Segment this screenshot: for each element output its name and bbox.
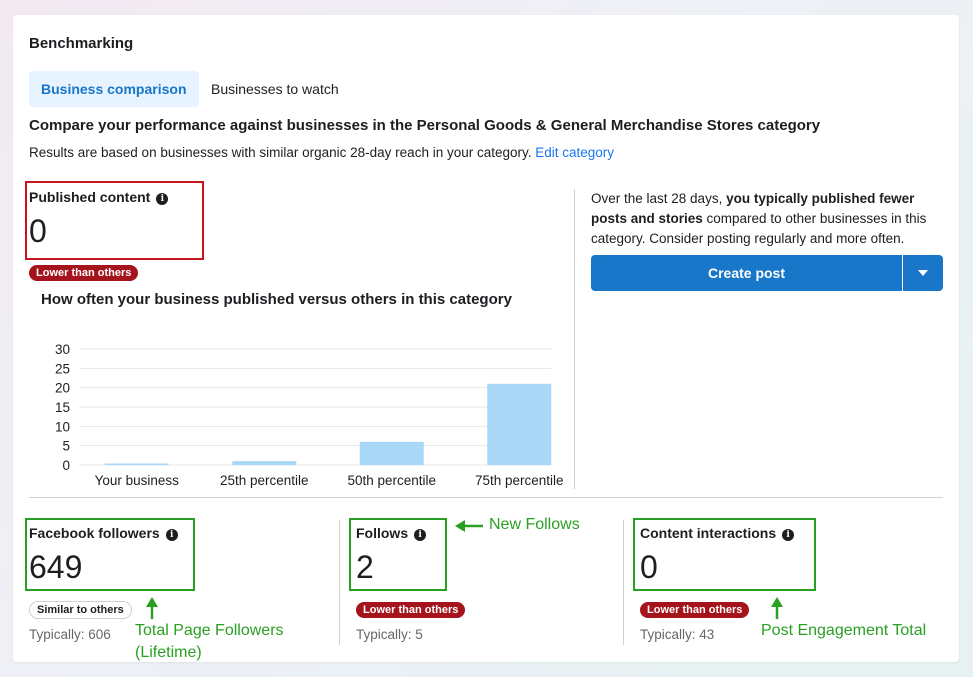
y-tick-label: 30 [55,342,70,357]
annotation-total-page-followers-line1: Total Page Followers [135,622,284,639]
annotation-new-follows: New Follows [489,516,580,533]
facebook-followers-metric: Facebook followers i 649 [29,525,178,586]
facebook-followers-label: Facebook followers i [29,525,178,541]
facebook-followers-badge-wrap: Similar to others [29,600,132,619]
annotation-total-page-followers-line2: (Lifetime) [135,644,202,661]
status-badge: Lower than others [640,602,750,618]
vertical-divider [574,189,575,489]
recommendation-bold: you typically published fewer posts and … [591,191,915,226]
x-tick-label: 25th percentile [220,473,309,488]
chart-bar [359,441,424,465]
content-interactions-metric: Content interactions i 0 [640,525,795,586]
info-icon[interactable]: i [414,529,427,541]
tab-businesses-to-watch[interactable]: Businesses to watch [211,81,339,97]
published-content-label: Published content i [29,189,169,205]
tab-business-comparison[interactable]: Business comparison [29,71,199,107]
comparison-headline: Compare your performance against busines… [29,117,821,134]
chart-bar [232,461,297,465]
follows-metric: Follows i 2 [356,525,427,586]
published-content-value: 0 [29,213,47,249]
facebook-followers-value: 649 [29,549,83,585]
arrow-up-icon [146,597,158,619]
follows-label: Follows i [356,525,427,541]
recommendation-text: Over the last 28 days, you typically pub… [591,189,943,249]
y-tick-label: 20 [55,381,70,396]
facebook-followers-label-text: Facebook followers [29,525,160,541]
benchmarking-card: Benchmarking Business comparison Busines… [13,15,959,662]
create-post-button[interactable]: Create post [591,255,902,291]
vertical-divider [339,520,340,645]
content-interactions-badge-wrap: Lower than others [640,600,750,618]
content-interactions-highlight [633,518,816,591]
recommendation-prefix: Over the last 28 days, [591,191,727,206]
section-title: Benchmarking [29,35,134,52]
vertical-divider [623,520,624,645]
arrow-up-icon [771,597,783,619]
x-tick-label: 50th percentile [347,473,436,488]
facebook-followers-typically: Typically: 606 [29,627,111,642]
published-content-highlight [25,181,204,260]
annotation-total-page-followers: Total Page Followers (Lifetime) [135,620,284,664]
content-interactions-value: 0 [640,549,658,585]
y-tick-label: 15 [55,400,70,415]
follows-typically: Typically: 5 [356,627,423,642]
status-badge: Lower than others [356,602,466,618]
x-tick-label: 75th percentile [475,473,564,488]
published-bar-chart: 0 5 10 15 20 25 30 Your business 25th percentile… [55,342,564,488]
y-tick-label: 0 [62,458,70,473]
follows-badge-wrap: Lower than others [356,600,466,618]
facebook-followers-highlight [25,518,195,591]
status-badge: Lower than others [29,265,139,281]
published-content-metric: Published content i 0 [29,189,169,250]
create-post-dropdown-button[interactable] [903,255,943,291]
x-tick-label: Your business [95,473,180,488]
content-interactions-label: Content interactions i [640,525,795,541]
published-badge-wrap: Lower than others [29,263,139,281]
edit-category-link[interactable]: Edit category [535,145,615,160]
y-tick-label: 5 [62,439,70,454]
chart-bar [487,383,552,465]
chart-bar [104,463,169,465]
info-icon[interactable]: i [156,193,169,205]
follows-value: 2 [356,549,374,585]
published-content-label-text: Published content [29,189,151,205]
recommendation-suffix: compared to other businesses in this cat… [591,211,927,246]
y-tick-label: 25 [55,361,70,376]
info-icon[interactable]: i [782,529,795,541]
content-interactions-label-text: Content interactions [640,525,777,541]
annotation-post-engagement-total: Post Engagement Total [761,622,927,639]
comparison-subtext: Results are based on businesses with sim… [29,145,614,160]
content-interactions-typically: Typically: 43 [640,627,715,642]
info-icon[interactable]: i [165,529,178,541]
horizontal-divider [29,497,943,498]
chart-title: How often your business published versus… [41,291,512,308]
follows-highlight [349,518,447,591]
status-badge: Similar to others [29,601,132,619]
follows-label-text: Follows [356,525,409,541]
chevron-down-icon [918,270,928,276]
subtext-body: Results are based on businesses with sim… [29,145,532,160]
y-tick-label: 10 [55,419,70,434]
arrow-left-icon [455,520,483,532]
